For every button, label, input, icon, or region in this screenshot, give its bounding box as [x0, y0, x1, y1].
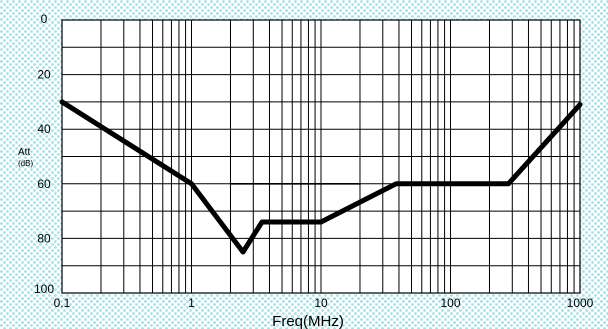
y-axis-unit: (dB) — [18, 159, 33, 168]
x-tick-label: 1000 — [567, 296, 594, 310]
y-tick-label: 60 — [37, 177, 51, 191]
y-tick-label: 40 — [37, 122, 51, 136]
x-tick-label: 10 — [314, 296, 328, 310]
y-axis-title: Att — [18, 147, 30, 158]
x-axis-title: Freq(MHz) — [272, 313, 344, 329]
y-tick-label: 0 — [41, 12, 48, 26]
grid — [61, 19, 581, 294]
y-tick-label: 100 — [34, 282, 54, 296]
tick-labels: 0.1 1 10 100 1000 0 20 40 60 80 100 — [34, 12, 594, 310]
y-tick-label: 80 — [37, 231, 51, 245]
y-tick-label: 20 — [37, 68, 51, 82]
attenuation-curve — [59, 99, 583, 255]
x-tick-label: 100 — [440, 296, 460, 310]
series-lines — [59, 99, 583, 255]
x-tick-label: 1 — [188, 296, 195, 310]
plot-border — [61, 19, 581, 294]
x-tick-label: 0.1 — [54, 296, 71, 310]
